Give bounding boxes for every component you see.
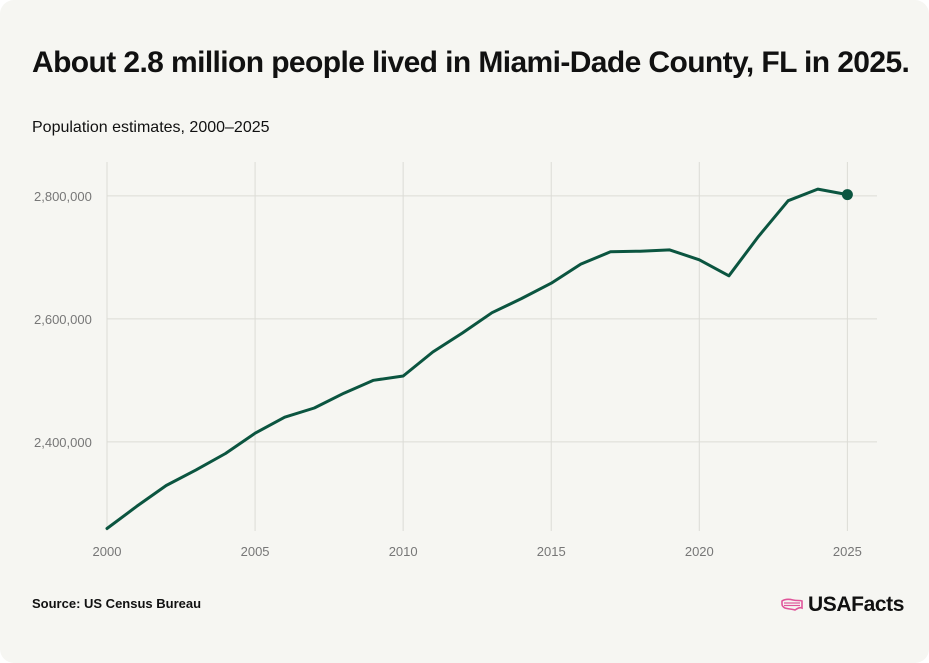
latest-value-marker xyxy=(841,189,853,201)
brand-name: USAFacts xyxy=(808,593,904,616)
y-tick-label: 2,600,000 xyxy=(34,312,92,327)
x-tick-label: 2025 xyxy=(833,544,862,559)
us-map-flag-icon xyxy=(781,598,803,611)
usafacts-logo: USAFacts xyxy=(780,591,904,619)
population-series-line xyxy=(105,187,849,530)
x-tick-label: 2020 xyxy=(685,544,714,559)
x-tick-label: 2015 xyxy=(537,544,566,559)
chart-subtitle: Population estimates, 2000–2025 xyxy=(32,119,270,136)
x-tick-label: 2000 xyxy=(93,544,122,559)
y-tick-label: 2,400,000 xyxy=(34,435,92,450)
y-tick-label: 2,800,000 xyxy=(34,189,92,204)
source-note: Source: US Census Bureau xyxy=(32,596,202,611)
x-tick-label: 2010 xyxy=(389,544,418,559)
x-tick-label: 2005 xyxy=(241,544,270,559)
chart-title: About 2.8 million people lived in Miami-… xyxy=(32,46,910,79)
